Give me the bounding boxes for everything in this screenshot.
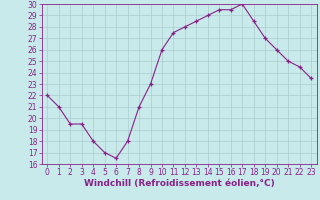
X-axis label: Windchill (Refroidissement éolien,°C): Windchill (Refroidissement éolien,°C) — [84, 179, 275, 188]
